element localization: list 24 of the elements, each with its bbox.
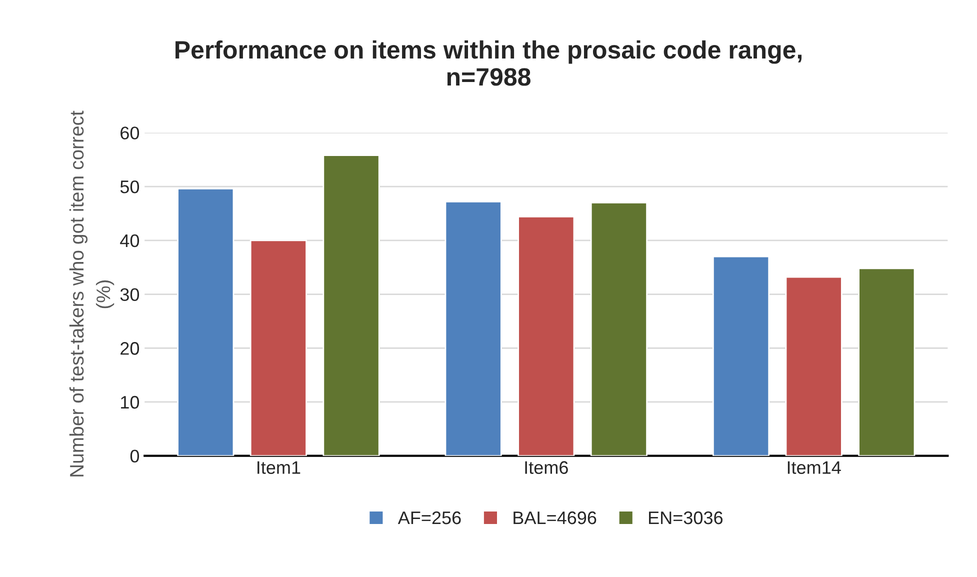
y-tick-label: 60 — [120, 126, 140, 140]
y-tick-label: 0 — [130, 450, 140, 463]
legend-label: EN=3036 — [649, 511, 723, 524]
bar — [785, 276, 842, 456]
y-tick-label: 40 — [120, 234, 140, 248]
bar — [177, 188, 234, 456]
bar — [858, 268, 916, 456]
chart-title: Performance on items within the prosaic code range, n=7988 — [176, 40, 802, 86]
x-tick-label: Item1 — [258, 461, 300, 474]
bar — [322, 154, 380, 456]
bar — [250, 240, 307, 456]
y-tick-label: 50 — [120, 180, 140, 194]
y-tick-label: 30 — [120, 288, 140, 301]
x-tick-label: Item6 — [525, 461, 568, 474]
x-tick-label: Item14 — [788, 461, 841, 474]
legend-label: BAL=4696 — [514, 511, 596, 524]
y-tick-label: 20 — [120, 342, 140, 355]
bar — [590, 202, 648, 456]
y-tick-label: 10 — [121, 396, 140, 409]
bar — [444, 200, 502, 456]
y-axis-title: Number of test-takers who got item correct (%) — [69, 110, 114, 476]
legend-label: AF=256 — [398, 511, 461, 524]
bar — [712, 256, 770, 456]
bar — [518, 216, 575, 456]
